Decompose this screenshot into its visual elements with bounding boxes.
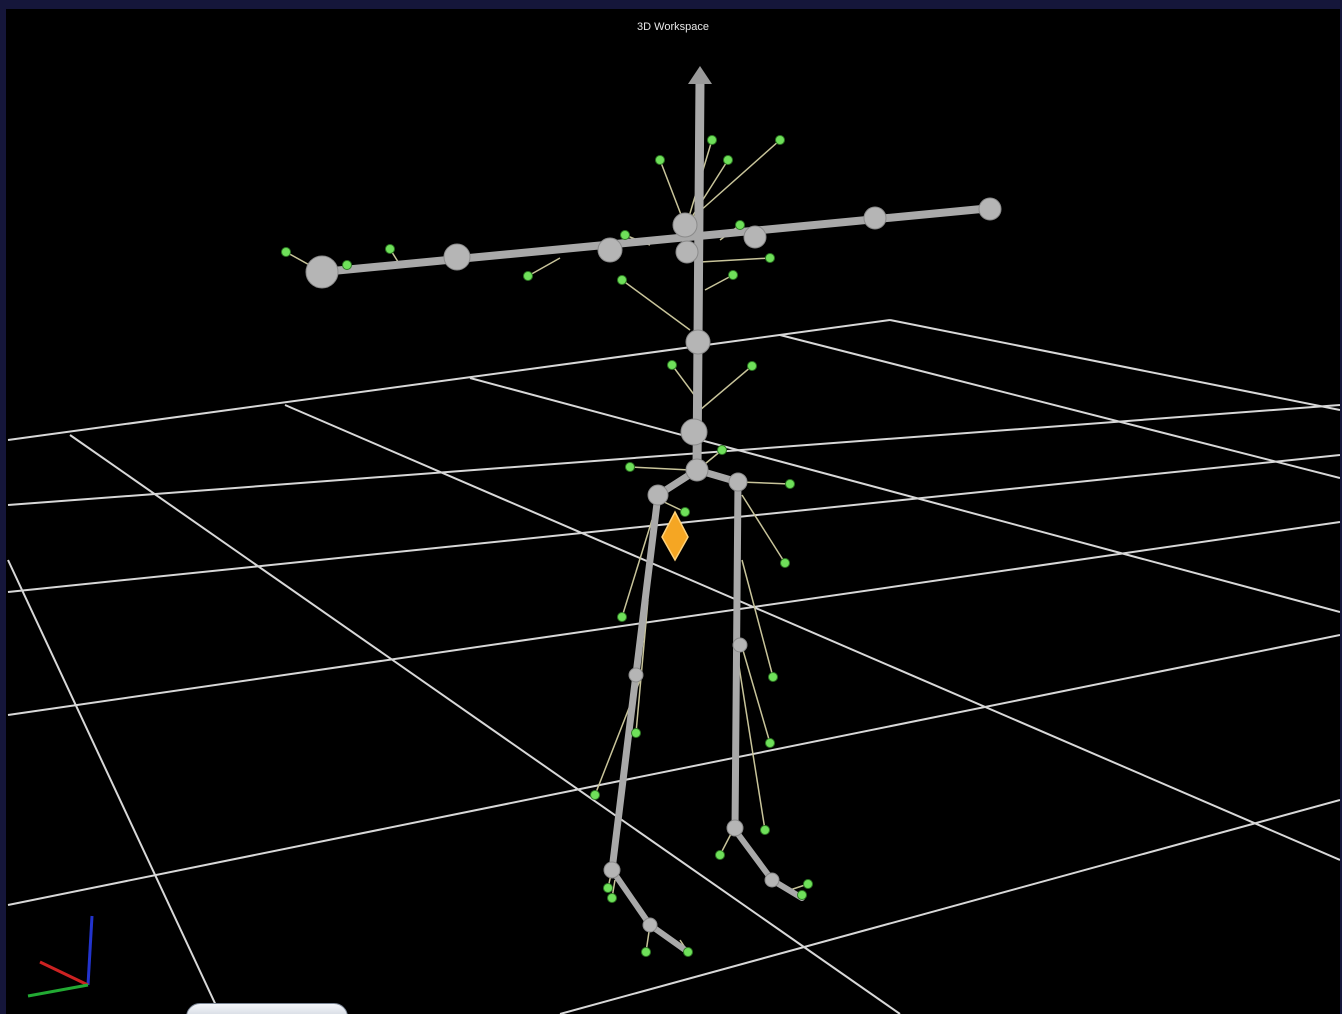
marker-lead — [621, 519, 653, 618]
grid-line — [7, 404, 1340, 506]
joint — [685, 329, 711, 355]
marker — [765, 738, 775, 748]
bone — [692, 75, 705, 475]
marker — [667, 360, 677, 370]
joint — [743, 225, 767, 249]
marker — [607, 893, 617, 903]
viewport-title: 3D Workspace — [637, 21, 709, 33]
marker — [617, 275, 627, 285]
marker-lead — [739, 639, 771, 744]
scene — [7, 66, 1340, 1014]
root-handle[interactable] — [661, 510, 689, 562]
bone — [732, 827, 775, 883]
marker — [617, 612, 627, 622]
grid-line — [284, 404, 1340, 861]
marker — [620, 230, 630, 240]
joint — [647, 484, 669, 506]
joint — [764, 872, 780, 888]
joints — [305, 197, 1002, 933]
axis-gizmo — [27, 915, 94, 998]
marker-lead — [699, 365, 753, 411]
grid-line — [7, 319, 891, 441]
grid-line — [779, 334, 1340, 479]
marker-lead — [741, 494, 786, 564]
marker — [728, 270, 738, 280]
marker — [342, 260, 352, 270]
axis-z — [86, 915, 94, 986]
grid-line — [469, 377, 1340, 613]
joint — [728, 472, 748, 492]
joint — [305, 255, 339, 289]
marker — [683, 947, 693, 957]
grid-line — [7, 634, 1340, 906]
bone — [609, 867, 653, 928]
marker — [707, 135, 717, 145]
axis-x — [39, 960, 89, 987]
joint — [680, 418, 708, 446]
marker-lead — [621, 279, 691, 331]
grid-line — [69, 434, 901, 1014]
bone — [647, 922, 691, 955]
toolbar-button[interactable] — [186, 1003, 348, 1014]
marker — [717, 445, 727, 455]
marker — [603, 883, 613, 893]
marker — [655, 155, 665, 165]
marker — [803, 879, 813, 889]
marker-lead — [737, 659, 766, 831]
marker — [590, 790, 600, 800]
joint — [675, 240, 699, 264]
marker-lead — [527, 257, 561, 277]
joint — [685, 458, 709, 482]
marker — [385, 244, 395, 254]
marker — [765, 253, 775, 263]
grid-line — [889, 319, 1340, 411]
marker — [775, 135, 785, 145]
floor-grid — [7, 319, 1340, 1014]
marker — [641, 947, 651, 957]
marker-lead — [699, 257, 771, 263]
marker — [523, 271, 533, 281]
bone — [731, 478, 742, 834]
joint — [603, 861, 621, 879]
spine-arrow — [688, 66, 712, 84]
marker — [625, 462, 635, 472]
joint — [642, 917, 658, 933]
marker-lead — [739, 481, 791, 485]
joint — [726, 819, 744, 837]
marker — [680, 507, 690, 517]
joint — [978, 197, 1002, 221]
marker — [780, 558, 790, 568]
marker — [797, 890, 807, 900]
bone — [608, 491, 662, 874]
marker — [715, 850, 725, 860]
axis-y — [27, 983, 89, 998]
joint — [672, 212, 698, 238]
marker-lead — [741, 559, 774, 678]
marker — [735, 220, 745, 230]
marker — [760, 825, 770, 835]
joint — [628, 667, 644, 683]
marker — [747, 361, 757, 371]
marker — [281, 247, 291, 257]
markers — [281, 135, 813, 957]
marker — [785, 479, 795, 489]
marker-lead — [629, 466, 691, 471]
marker — [631, 728, 641, 738]
joint — [863, 206, 887, 230]
bone — [318, 204, 996, 276]
marker-lead — [635, 599, 649, 734]
grid-line — [7, 521, 1340, 716]
joint — [732, 637, 748, 653]
marker-lead — [689, 139, 781, 221]
marker — [723, 155, 733, 165]
grid-line — [559, 799, 1340, 1014]
marker — [768, 672, 778, 682]
joint — [597, 237, 623, 263]
joint — [443, 243, 471, 271]
grid-line — [7, 559, 221, 1014]
marker-lead — [704, 274, 734, 291]
